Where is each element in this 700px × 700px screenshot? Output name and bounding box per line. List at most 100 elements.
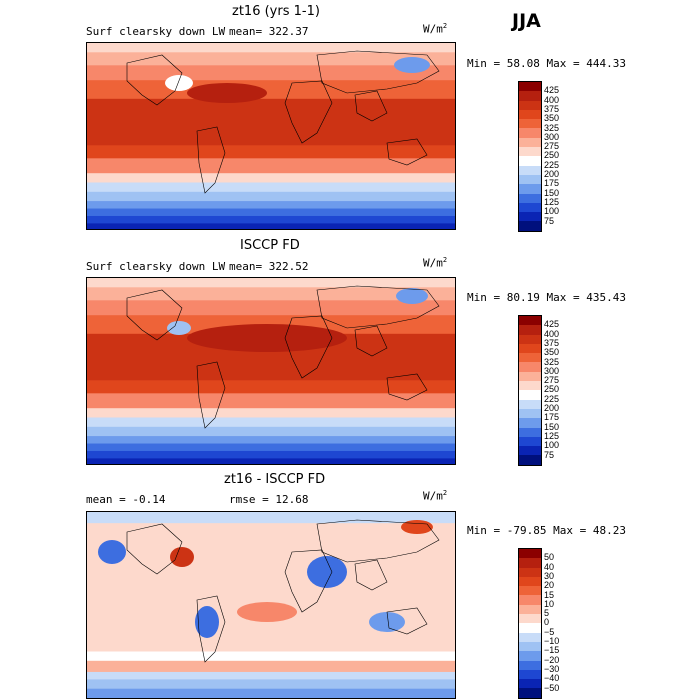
colorbar-tick-label: −50 xyxy=(544,682,560,693)
colorbar-tick-label: 275 xyxy=(544,141,560,152)
colorbar-tick-label: 75 xyxy=(544,449,555,460)
colorbar-swatch xyxy=(519,586,541,596)
colorbar-swatch xyxy=(519,427,541,437)
colorbar-tick-label: 30 xyxy=(544,570,555,581)
colorbar-swatch xyxy=(519,137,541,148)
panel2-units: W/m2 xyxy=(423,256,448,270)
colorbar-swatch xyxy=(519,82,541,92)
colorbar-swatch xyxy=(519,408,541,419)
colorbar-tick-label: −20 xyxy=(544,654,560,665)
colorbar-swatch xyxy=(519,418,541,428)
colorbar-swatch xyxy=(519,688,541,698)
colorbar-tick-label: −40 xyxy=(544,673,560,684)
colorbar-tick-label: 225 xyxy=(544,393,560,404)
colorbar-tick-label: 15 xyxy=(544,589,555,600)
colorbar-tick-label: 400 xyxy=(544,328,560,339)
colorbar-swatch xyxy=(519,202,541,213)
colorbar-swatch xyxy=(519,604,541,615)
colorbar-swatch xyxy=(519,567,541,577)
colorbar-swatch xyxy=(519,362,541,372)
colorbar-tick-label: −15 xyxy=(544,645,560,656)
colorbar-swatch xyxy=(519,623,541,633)
colorbar-swatch xyxy=(519,165,541,175)
colorbar-tick-label: 400 xyxy=(544,94,560,105)
panel1-minmax: Min = 58.08 Max = 444.33 xyxy=(467,57,626,70)
colorbar-swatch xyxy=(519,381,541,391)
panel2-colorbar xyxy=(518,315,542,466)
colorbar-tick-label: 100 xyxy=(544,206,560,217)
colorbar-tick-label: 125 xyxy=(544,430,560,441)
colorbar-swatch xyxy=(519,576,541,587)
colorbar-swatch xyxy=(519,399,541,409)
panel3-mean: mean = -0.14 xyxy=(86,493,166,506)
colorbar-tick-label: 425 xyxy=(544,319,560,330)
panel1-variable: Surf clearsky down LW xyxy=(86,25,226,38)
colorbar-tick-label: 150 xyxy=(544,187,560,198)
colorbar-swatch xyxy=(519,614,541,624)
panel2-variable: Surf clearsky down LW xyxy=(86,260,226,273)
colorbar-swatch xyxy=(519,109,541,120)
colorbar-swatch xyxy=(519,316,541,326)
colorbar-swatch xyxy=(519,353,541,363)
panel1-mean: mean= 322.37 xyxy=(229,25,309,38)
panel3-colorbar xyxy=(518,548,542,699)
panel1-colorbar xyxy=(518,81,542,232)
colorbar-tick-label: 75 xyxy=(544,215,555,226)
colorbar-tick-label: 325 xyxy=(544,122,560,133)
colorbar-tick-label: 100 xyxy=(544,440,560,451)
colorbar-tick-label: 300 xyxy=(544,365,560,376)
colorbar-swatch xyxy=(519,390,541,400)
colorbar-swatch xyxy=(519,669,541,680)
panel1-units: W/m2 xyxy=(423,22,448,36)
season-label: JJA xyxy=(512,10,541,32)
colorbar-swatch xyxy=(519,679,541,689)
colorbar-swatch xyxy=(519,119,541,129)
colorbar-swatch xyxy=(519,436,541,447)
colorbar-tick-label: 200 xyxy=(544,169,560,179)
colorbar-tick-label: −10 xyxy=(544,636,560,646)
colorbar-swatch xyxy=(519,212,541,222)
colorbar-swatch xyxy=(519,558,541,568)
colorbar-tick-label: 40 xyxy=(544,561,555,572)
colorbar-swatch xyxy=(519,91,541,101)
colorbar-tick-label: 50 xyxy=(544,552,555,563)
colorbar-swatch xyxy=(519,632,541,642)
panel3-map xyxy=(86,511,456,699)
colorbar-tick-label: 250 xyxy=(544,150,560,161)
colorbar-tick-label: 350 xyxy=(544,347,560,358)
colorbar-tick-label: 300 xyxy=(544,131,560,142)
colorbar-tick-label: 5 xyxy=(544,608,550,619)
colorbar-swatch xyxy=(519,371,541,382)
colorbar-swatch xyxy=(519,595,541,605)
colorbar-tick-label: 20 xyxy=(544,580,555,591)
colorbar-swatch xyxy=(519,455,541,465)
panel1-map xyxy=(86,42,456,230)
colorbar-tick-label: −30 xyxy=(544,663,560,674)
colorbar-swatch xyxy=(519,325,541,335)
colorbar-tick-label: 425 xyxy=(544,85,560,96)
colorbar-tick-label: 250 xyxy=(544,384,560,395)
panel3-units: W/m2 xyxy=(423,489,448,503)
colorbar-swatch xyxy=(519,343,541,354)
panel3-title: zt16 - ISCCP FD xyxy=(224,472,326,487)
colorbar-tick-label: 325 xyxy=(544,356,560,367)
colorbar-swatch xyxy=(519,147,541,157)
colorbar-tick-label: 175 xyxy=(544,178,560,189)
colorbar-swatch xyxy=(519,156,541,166)
colorbar-tick-label: 275 xyxy=(544,375,560,386)
colorbar-swatch xyxy=(519,184,541,194)
colorbar-tick-label: 350 xyxy=(544,113,560,124)
colorbar-tick-label: 200 xyxy=(544,403,560,413)
panel2-map xyxy=(86,277,456,465)
colorbar-swatch xyxy=(519,334,541,344)
colorbar-swatch xyxy=(519,193,541,203)
colorbar-tick-label: 375 xyxy=(544,337,560,348)
colorbar-tick-label: 10 xyxy=(544,598,555,609)
colorbar-swatch xyxy=(519,660,541,670)
colorbar-swatch xyxy=(519,651,541,661)
panel2-minmax: Min = 80.19 Max = 435.43 xyxy=(467,291,626,304)
colorbar-swatch xyxy=(519,221,541,231)
colorbar-swatch xyxy=(519,174,541,185)
panel2-title: ISCCP FD xyxy=(240,238,300,253)
colorbar-tick-label: −5 xyxy=(544,626,555,637)
